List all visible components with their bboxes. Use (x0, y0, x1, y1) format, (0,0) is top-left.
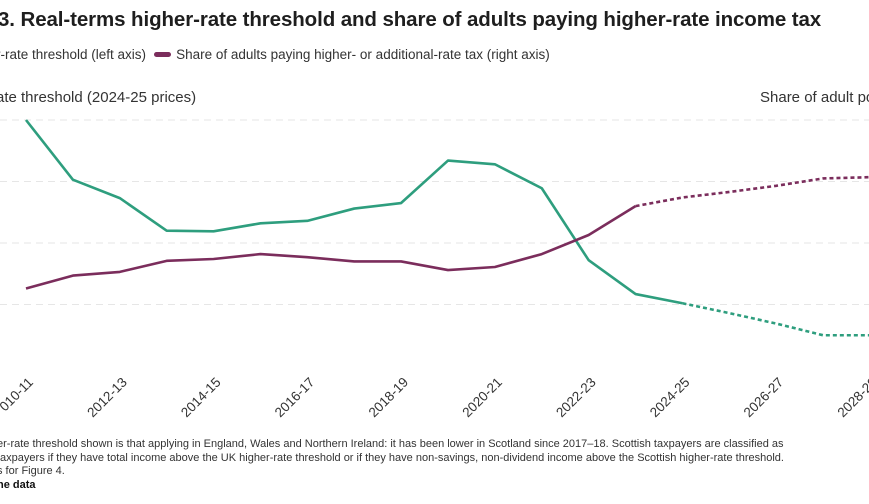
legend-series2-label: Share of adults paying higher- or additi… (176, 47, 550, 62)
x-tick-label: 2016-17 (272, 375, 318, 421)
x-tick-label: 2020-21 (459, 375, 505, 421)
x-tick-label: 2012-13 (84, 375, 130, 421)
series-lines (24, 119, 869, 337)
x-tick-label: 010-11 (0, 375, 36, 415)
left-axis-title: ate threshold (2024-25 prices) (0, 89, 197, 106)
chart-title: 3. Real-terms higher-rate threshold and … (0, 8, 822, 31)
note-line-1: er-rate threshold shown is that applying… (0, 438, 784, 450)
series-2-line (25, 204, 637, 290)
legend: r-rate threshold (left axis) Share of ad… (0, 47, 550, 62)
x-axis-ticks: 010-11 2012-13 2014-15 2016-17 2018-19 2020-2… (0, 375, 869, 421)
legend-series2-swatch (154, 52, 172, 57)
x-tick-label: 2022-23 (553, 375, 599, 421)
x-tick-label: 2028-29 (834, 375, 869, 421)
x-tick-label: 2026-27 (741, 375, 787, 421)
series-1-projection (682, 301, 869, 337)
note-line-3: s for Figure 4. (0, 465, 65, 477)
x-tick-label: 2024-25 (647, 375, 693, 421)
x-tick-label: 2014-15 (178, 375, 224, 421)
legend-series1-label: r-rate threshold (left axis) (0, 47, 147, 62)
note-line-2: taxpayers if they have total income abov… (0, 451, 784, 464)
series-2-projection (635, 175, 869, 208)
right-axis-title: Share of adult po (760, 89, 869, 106)
gridlines (0, 119, 869, 305)
chart-notes: er-rate threshold shown is that applying… (0, 438, 784, 492)
x-tick-label: 2018-19 (366, 375, 412, 421)
series-1-line (24, 119, 683, 305)
get-data-link[interactable]: he data (0, 478, 36, 491)
